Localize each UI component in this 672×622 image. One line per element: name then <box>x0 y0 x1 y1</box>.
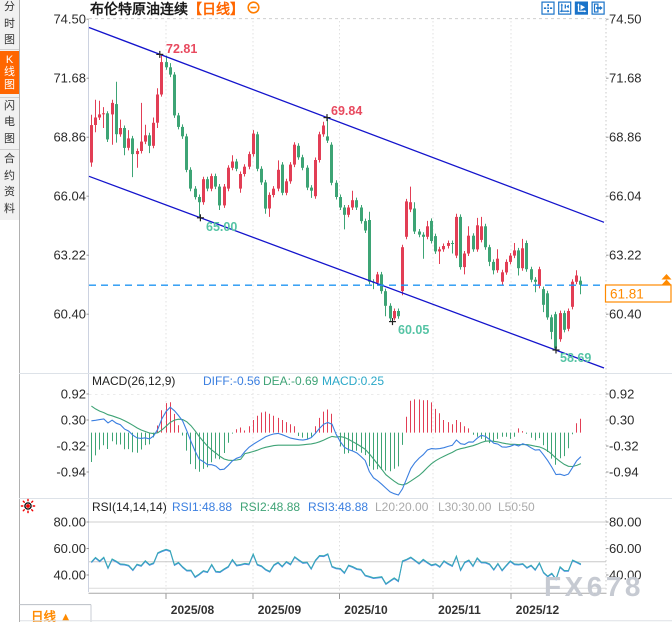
svg-text:RSI3:48.88: RSI3:48.88 <box>308 500 368 514</box>
svg-text:DIFF:-0.56: DIFF:-0.56 <box>203 374 261 388</box>
svg-text:RSI1:48.88: RSI1:48.88 <box>172 500 232 514</box>
svg-text:0.30: 0.30 <box>609 413 634 428</box>
svg-text:60.00: 60.00 <box>53 541 86 556</box>
svg-text:60.40: 60.40 <box>53 307 86 322</box>
svg-text:60.40: 60.40 <box>609 307 642 322</box>
svg-text:69.84: 69.84 <box>331 104 362 118</box>
svg-text:68.86: 68.86 <box>53 130 86 145</box>
svg-text:MACD:0.25: MACD:0.25 <box>322 374 384 388</box>
svg-text:-0.32: -0.32 <box>56 439 86 454</box>
svg-text:2025/08: 2025/08 <box>171 603 215 617</box>
svg-text:-0.94: -0.94 <box>56 465 86 480</box>
svg-text:60.00: 60.00 <box>609 541 642 556</box>
svg-text:58.69: 58.69 <box>560 351 591 365</box>
svg-text:0.92: 0.92 <box>61 387 86 402</box>
svg-text:FX678: FX678 <box>544 571 644 602</box>
svg-text:DEA:-0.69: DEA:-0.69 <box>263 374 319 388</box>
svg-text:40.00: 40.00 <box>53 568 86 583</box>
svg-text:-0.94: -0.94 <box>609 465 639 480</box>
svg-text:2025/11: 2025/11 <box>438 603 481 617</box>
svg-text:L20:20.00: L20:20.00 <box>375 500 429 514</box>
svg-text:61.81: 61.81 <box>610 287 644 302</box>
svg-text:2025/12: 2025/12 <box>516 603 560 617</box>
svg-text:60.05: 60.05 <box>398 323 429 337</box>
svg-text:2025/09: 2025/09 <box>258 603 302 617</box>
svg-text:RSI2:48.88: RSI2:48.88 <box>240 500 300 514</box>
svg-text:L50:50: L50:50 <box>498 500 535 514</box>
svg-text:RSI(14,14,14): RSI(14,14,14) <box>92 500 167 514</box>
svg-text:80.00: 80.00 <box>609 515 642 530</box>
svg-text:2025/10: 2025/10 <box>344 603 388 617</box>
svg-text:72.81: 72.81 <box>166 42 197 56</box>
svg-text:65.00: 65.00 <box>206 220 237 234</box>
svg-text:71.68: 71.68 <box>609 71 642 86</box>
svg-text:63.22: 63.22 <box>53 248 86 263</box>
svg-text:0.30: 0.30 <box>61 413 86 428</box>
svg-text:66.04: 66.04 <box>609 189 642 204</box>
svg-text:63.22: 63.22 <box>609 248 642 263</box>
svg-text:71.68: 71.68 <box>53 71 86 86</box>
svg-text:MACD(26,12,9): MACD(26,12,9) <box>92 374 175 388</box>
svg-text:80.00: 80.00 <box>53 515 86 530</box>
svg-text:0.92: 0.92 <box>609 387 634 402</box>
svg-text:74.50: 74.50 <box>53 12 86 27</box>
svg-text:68.86: 68.86 <box>609 130 642 145</box>
svg-text:66.04: 66.04 <box>53 189 86 204</box>
svg-text:L30:30.00: L30:30.00 <box>438 500 492 514</box>
svg-text:-0.32: -0.32 <box>609 439 639 454</box>
svg-text:74.50: 74.50 <box>609 12 642 27</box>
svg-text:40.00: 40.00 <box>609 568 642 583</box>
